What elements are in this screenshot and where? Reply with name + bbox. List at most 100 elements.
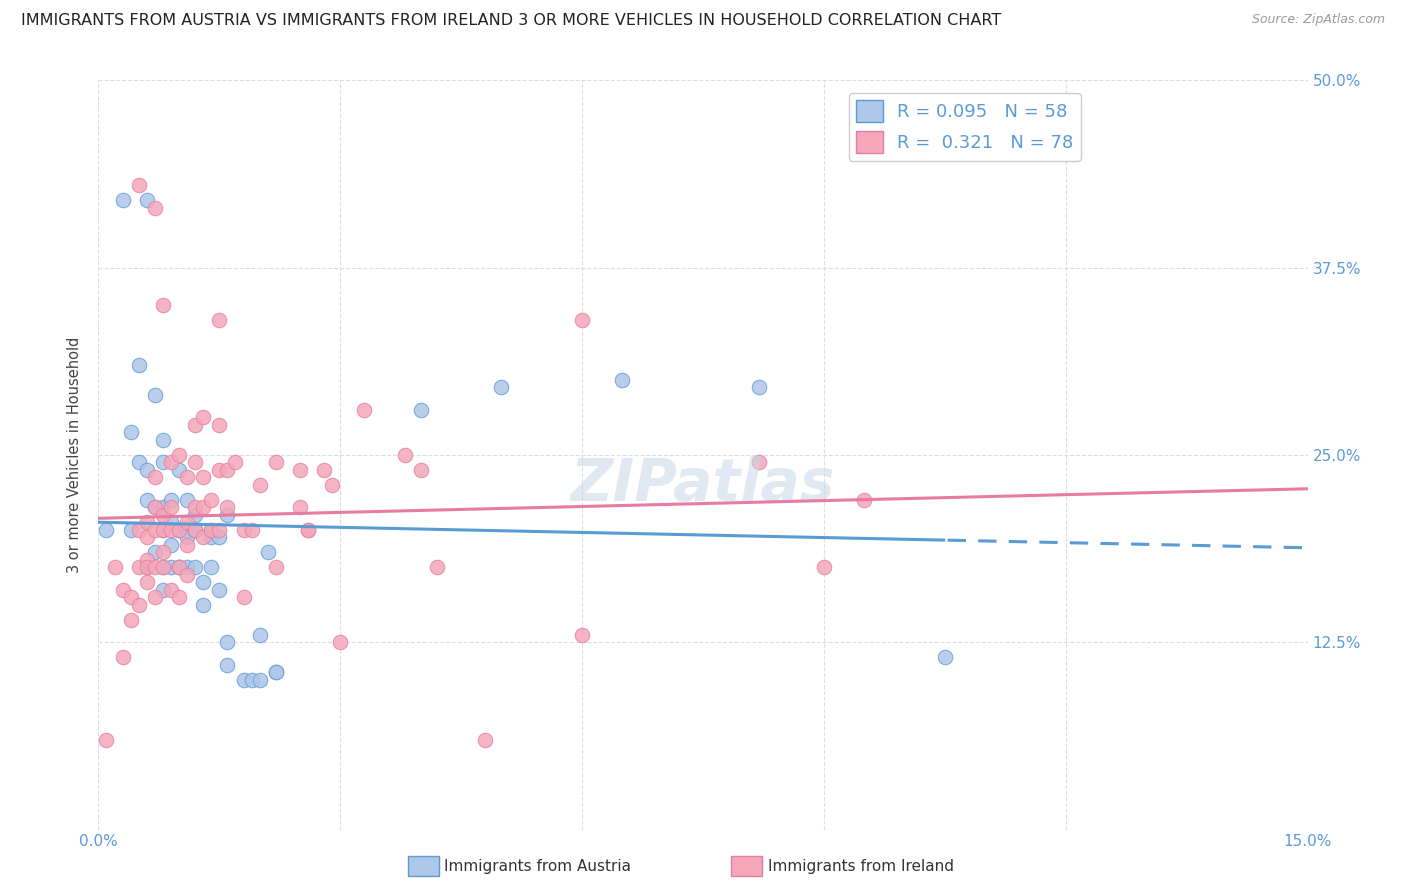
Point [167, 523, 190, 537]
Point [160, 500, 183, 515]
Point [160, 582, 183, 597]
Point [232, 523, 254, 537]
Point [135, 575, 157, 590]
Point [217, 657, 239, 672]
Point [143, 201, 166, 215]
Point [120, 613, 142, 627]
Point [184, 523, 207, 537]
Point [193, 410, 215, 425]
Point [167, 463, 190, 477]
Point [143, 591, 166, 605]
Point [193, 500, 215, 515]
Text: Source: ZipAtlas.com: Source: ZipAtlas.com [1251, 13, 1385, 27]
Point [143, 470, 166, 484]
Point [249, 478, 271, 492]
Point [128, 560, 150, 574]
Point [176, 530, 198, 544]
Point [152, 508, 174, 522]
Point [143, 388, 166, 402]
Point [143, 500, 166, 515]
Point [167, 560, 190, 574]
Point [217, 635, 239, 649]
Point [176, 470, 198, 484]
Point [111, 193, 134, 207]
Point [321, 478, 343, 492]
Point [167, 591, 190, 605]
Point [297, 523, 319, 537]
Point [184, 455, 207, 469]
Point [200, 560, 222, 574]
Point [135, 193, 157, 207]
Point [96, 732, 118, 747]
Point [184, 417, 207, 432]
Point [193, 530, 215, 544]
Point [612, 373, 634, 387]
Point [314, 463, 336, 477]
Point [217, 508, 239, 522]
Point [152, 523, 174, 537]
Point [160, 516, 183, 530]
Point [103, 560, 125, 574]
Point [264, 560, 287, 574]
Point [135, 560, 157, 574]
Point [240, 523, 263, 537]
Point [111, 650, 134, 665]
Point [167, 523, 190, 537]
Y-axis label: 3 or more Vehicles in Household: 3 or more Vehicles in Household [67, 337, 83, 573]
Point [232, 591, 254, 605]
Point [128, 598, 150, 612]
Point [426, 560, 449, 574]
Point [135, 553, 157, 567]
Point [184, 508, 207, 522]
Point [143, 500, 166, 515]
Point [167, 448, 190, 462]
Point [184, 560, 207, 574]
Text: IMMIGRANTS FROM AUSTRIA VS IMMIGRANTS FROM IRELAND 3 OR MORE VEHICLES IN HOUSEHO: IMMIGRANTS FROM AUSTRIA VS IMMIGRANTS FR… [21, 13, 1001, 29]
Point [184, 500, 207, 515]
Point [200, 523, 222, 537]
Point [394, 448, 416, 462]
Point [217, 500, 239, 515]
Point [208, 313, 231, 327]
Point [853, 492, 876, 507]
Point [934, 650, 956, 665]
Point [160, 523, 183, 537]
Point [167, 560, 190, 574]
Point [160, 455, 183, 469]
Point [167, 560, 190, 574]
Point [249, 628, 271, 642]
Point [120, 523, 142, 537]
Point [571, 628, 593, 642]
Point [208, 530, 231, 544]
Point [152, 523, 174, 537]
Point [409, 463, 432, 477]
Point [160, 538, 183, 552]
Point [160, 492, 183, 507]
Point [135, 516, 157, 530]
Point [152, 582, 174, 597]
Point [152, 298, 174, 312]
Point [152, 560, 174, 574]
Point [152, 433, 174, 447]
Point [232, 673, 254, 687]
Point [176, 538, 198, 552]
Point [297, 523, 319, 537]
Point [128, 178, 150, 193]
Point [474, 732, 496, 747]
Point [135, 530, 157, 544]
Point [120, 591, 142, 605]
Point [249, 673, 271, 687]
Point [193, 575, 215, 590]
Point [208, 463, 231, 477]
Point [224, 455, 246, 469]
Point [264, 455, 287, 469]
Point [240, 673, 263, 687]
Text: Immigrants from Ireland: Immigrants from Ireland [768, 859, 953, 873]
Point [176, 523, 198, 537]
Point [288, 500, 311, 515]
Point [184, 523, 207, 537]
Point [152, 500, 174, 515]
Point [193, 598, 215, 612]
Point [176, 567, 198, 582]
Point [748, 380, 770, 394]
